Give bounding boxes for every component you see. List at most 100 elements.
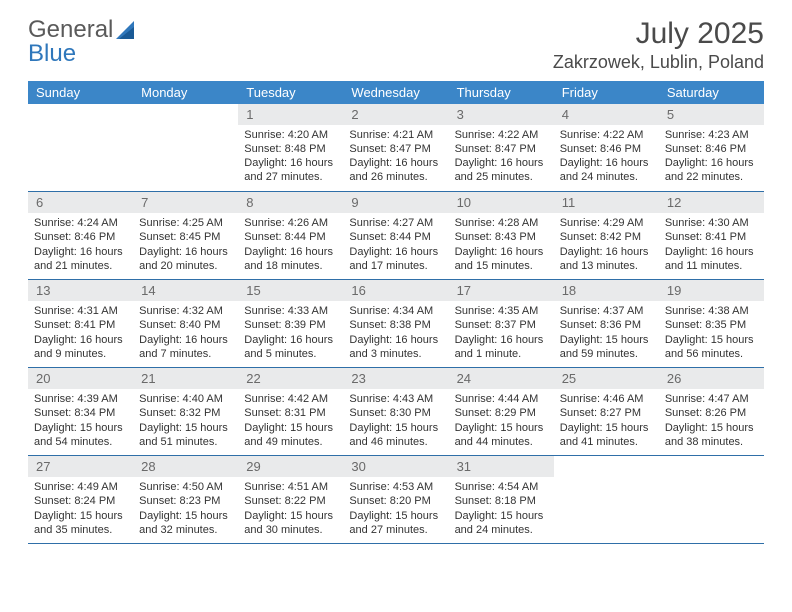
day-details: Sunrise: 4:28 AMSunset: 8:43 PMDaylight:… — [449, 213, 554, 277]
calendar-day-cell: 2Sunrise: 4:21 AMSunset: 8:47 PMDaylight… — [343, 104, 448, 192]
day-number: 12 — [659, 192, 764, 213]
day-number: 29 — [238, 456, 343, 477]
day-details: Sunrise: 4:37 AMSunset: 8:36 PMDaylight:… — [554, 301, 659, 365]
day-number: 14 — [133, 280, 238, 301]
day-details: Sunrise: 4:23 AMSunset: 8:46 PMDaylight:… — [659, 125, 764, 189]
calendar-day-cell: 10Sunrise: 4:28 AMSunset: 8:43 PMDayligh… — [449, 192, 554, 280]
day-number: 20 — [28, 368, 133, 389]
daylight-text: Daylight: 15 hours and 51 minutes. — [139, 421, 232, 450]
daylight-text: Daylight: 15 hours and 35 minutes. — [34, 509, 127, 538]
sunset-text: Sunset: 8:46 PM — [665, 142, 758, 156]
calendar-day-cell: 12Sunrise: 4:30 AMSunset: 8:41 PMDayligh… — [659, 192, 764, 280]
day-details: Sunrise: 4:38 AMSunset: 8:35 PMDaylight:… — [659, 301, 764, 365]
calendar-day-cell: 28Sunrise: 4:50 AMSunset: 8:23 PMDayligh… — [133, 456, 238, 544]
daylight-text: Daylight: 16 hours and 25 minutes. — [455, 156, 548, 185]
weekday-header: Sunday — [28, 81, 133, 104]
calendar-day-cell: 17Sunrise: 4:35 AMSunset: 8:37 PMDayligh… — [449, 280, 554, 368]
day-number: 11 — [554, 192, 659, 213]
day-details: Sunrise: 4:51 AMSunset: 8:22 PMDaylight:… — [238, 477, 343, 541]
sunrise-text: Sunrise: 4:40 AM — [139, 392, 232, 406]
day-details: Sunrise: 4:33 AMSunset: 8:39 PMDaylight:… — [238, 301, 343, 365]
day-details: Sunrise: 4:22 AMSunset: 8:46 PMDaylight:… — [554, 125, 659, 189]
day-details: Sunrise: 4:44 AMSunset: 8:29 PMDaylight:… — [449, 389, 554, 453]
calendar-day-cell: 5Sunrise: 4:23 AMSunset: 8:46 PMDaylight… — [659, 104, 764, 192]
sunset-text: Sunset: 8:18 PM — [455, 494, 548, 508]
day-number: 3 — [449, 104, 554, 125]
calendar-week-row: 20Sunrise: 4:39 AMSunset: 8:34 PMDayligh… — [28, 368, 764, 456]
sunset-text: Sunset: 8:47 PM — [349, 142, 442, 156]
sunset-text: Sunset: 8:23 PM — [139, 494, 232, 508]
calendar-day-cell: 9Sunrise: 4:27 AMSunset: 8:44 PMDaylight… — [343, 192, 448, 280]
sunset-text: Sunset: 8:30 PM — [349, 406, 442, 420]
sunrise-text: Sunrise: 4:25 AM — [139, 216, 232, 230]
sunrise-text: Sunrise: 4:50 AM — [139, 480, 232, 494]
daylight-text: Daylight: 16 hours and 5 minutes. — [244, 333, 337, 362]
calendar-day-cell: 3Sunrise: 4:22 AMSunset: 8:47 PMDaylight… — [449, 104, 554, 192]
brand-logo: General Blue — [28, 18, 138, 66]
sunset-text: Sunset: 8:26 PM — [665, 406, 758, 420]
day-number: 6 — [28, 192, 133, 213]
daylight-text: Daylight: 16 hours and 24 minutes. — [560, 156, 653, 185]
day-number: 31 — [449, 456, 554, 477]
day-number: 7 — [133, 192, 238, 213]
calendar-day-cell: 24Sunrise: 4:44 AMSunset: 8:29 PMDayligh… — [449, 368, 554, 456]
day-number: 15 — [238, 280, 343, 301]
sunset-text: Sunset: 8:27 PM — [560, 406, 653, 420]
day-details: Sunrise: 4:39 AMSunset: 8:34 PMDaylight:… — [28, 389, 133, 453]
daylight-text: Daylight: 16 hours and 18 minutes. — [244, 245, 337, 274]
day-number: 13 — [28, 280, 133, 301]
day-details: Sunrise: 4:20 AMSunset: 8:48 PMDaylight:… — [238, 125, 343, 189]
sunset-text: Sunset: 8:22 PM — [244, 494, 337, 508]
sunrise-text: Sunrise: 4:44 AM — [455, 392, 548, 406]
day-details: Sunrise: 4:26 AMSunset: 8:44 PMDaylight:… — [238, 213, 343, 277]
sunrise-text: Sunrise: 4:24 AM — [34, 216, 127, 230]
calendar-week-row: 27Sunrise: 4:49 AMSunset: 8:24 PMDayligh… — [28, 456, 764, 544]
sunset-text: Sunset: 8:20 PM — [349, 494, 442, 508]
sunrise-text: Sunrise: 4:38 AM — [665, 304, 758, 318]
day-number: 17 — [449, 280, 554, 301]
sunrise-text: Sunrise: 4:53 AM — [349, 480, 442, 494]
calendar-week-row: 6Sunrise: 4:24 AMSunset: 8:46 PMDaylight… — [28, 192, 764, 280]
daylight-text: Daylight: 15 hours and 44 minutes. — [455, 421, 548, 450]
daylight-text: Daylight: 15 hours and 49 minutes. — [244, 421, 337, 450]
day-number: 22 — [238, 368, 343, 389]
daylight-text: Daylight: 15 hours and 41 minutes. — [560, 421, 653, 450]
sunset-text: Sunset: 8:46 PM — [560, 142, 653, 156]
sunset-text: Sunset: 8:35 PM — [665, 318, 758, 332]
calendar-week-row: 13Sunrise: 4:31 AMSunset: 8:41 PMDayligh… — [28, 280, 764, 368]
sunrise-text: Sunrise: 4:30 AM — [665, 216, 758, 230]
sunset-text: Sunset: 8:39 PM — [244, 318, 337, 332]
daylight-text: Daylight: 16 hours and 15 minutes. — [455, 245, 548, 274]
sunrise-text: Sunrise: 4:32 AM — [139, 304, 232, 318]
sunrise-text: Sunrise: 4:22 AM — [560, 128, 653, 142]
sunset-text: Sunset: 8:36 PM — [560, 318, 653, 332]
daylight-text: Daylight: 16 hours and 20 minutes. — [139, 245, 232, 274]
sunset-text: Sunset: 8:31 PM — [244, 406, 337, 420]
sunset-text: Sunset: 8:29 PM — [455, 406, 548, 420]
calendar-day-cell: . — [554, 456, 659, 544]
sunset-text: Sunset: 8:24 PM — [34, 494, 127, 508]
sunrise-text: Sunrise: 4:26 AM — [244, 216, 337, 230]
sunrise-text: Sunrise: 4:21 AM — [349, 128, 442, 142]
weekday-header: Friday — [554, 81, 659, 104]
sunset-text: Sunset: 8:37 PM — [455, 318, 548, 332]
calendar-day-cell: 23Sunrise: 4:43 AMSunset: 8:30 PMDayligh… — [343, 368, 448, 456]
title-block: July 2025 Zakrzowek, Lublin, Poland — [553, 18, 764, 73]
day-details: Sunrise: 4:34 AMSunset: 8:38 PMDaylight:… — [343, 301, 448, 365]
daylight-text: Daylight: 16 hours and 26 minutes. — [349, 156, 442, 185]
brand-text: General Blue — [28, 18, 113, 66]
calendar-day-cell: 13Sunrise: 4:31 AMSunset: 8:41 PMDayligh… — [28, 280, 133, 368]
day-number: 8 — [238, 192, 343, 213]
day-number: 28 — [133, 456, 238, 477]
day-details: Sunrise: 4:29 AMSunset: 8:42 PMDaylight:… — [554, 213, 659, 277]
calendar-day-cell: 29Sunrise: 4:51 AMSunset: 8:22 PMDayligh… — [238, 456, 343, 544]
day-details: Sunrise: 4:35 AMSunset: 8:37 PMDaylight:… — [449, 301, 554, 365]
weekday-header: Thursday — [449, 81, 554, 104]
calendar-table: Sunday Monday Tuesday Wednesday Thursday… — [28, 81, 764, 545]
calendar-day-cell: 18Sunrise: 4:37 AMSunset: 8:36 PMDayligh… — [554, 280, 659, 368]
daylight-text: Daylight: 16 hours and 9 minutes. — [34, 333, 127, 362]
calendar-day-cell: . — [28, 104, 133, 192]
day-number: 23 — [343, 368, 448, 389]
calendar-day-cell: 21Sunrise: 4:40 AMSunset: 8:32 PMDayligh… — [133, 368, 238, 456]
day-details: Sunrise: 4:24 AMSunset: 8:46 PMDaylight:… — [28, 213, 133, 277]
